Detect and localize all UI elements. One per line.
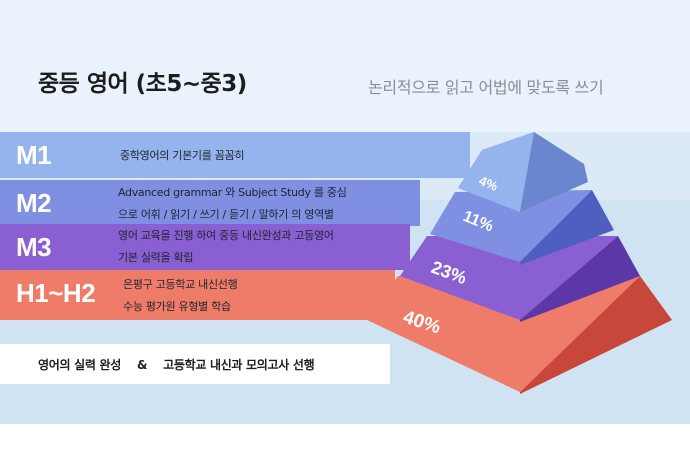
summary-text: 영어의 실력 완성 & 고등학교 내신과 모의고사 선행 — [38, 356, 315, 373]
header-background — [0, 0, 690, 132]
level-code: M2 — [16, 188, 52, 218]
pyramid-tier-11-right — [520, 190, 614, 265]
level-description-line: Advanced grammar 와 Subject Study 를 중심 — [118, 186, 347, 199]
level-description: 은평구 고등학교 내신선행 수능 평가원 유형별 학습 — [123, 274, 238, 318]
level-description-line: 수능 평가원 유형별 학습 — [123, 300, 231, 313]
pyramid-label-4: 4% — [477, 173, 500, 194]
page-subtitle: 논리적으로 읽고 어법에 맞도록 쓰기 — [368, 78, 604, 97]
pyramid-tier-4-right — [520, 132, 588, 212]
summary-ampersand: & — [136, 358, 148, 372]
level-description: Advanced grammar 와 Subject Study 를 중심 으로… — [118, 182, 347, 226]
level-description: 영어 교육을 진행 하여 중등 내신완성과 고등영어 기본 실력을 확립 — [118, 225, 334, 269]
level-band-m1: M1 중학영어의 기본기를 꼼꼼히 — [0, 132, 470, 178]
level-code: H1~H2 — [16, 278, 96, 308]
level-description: 중학영어의 기본기를 꼼꼼히 — [120, 145, 245, 167]
summary-left: 영어의 실력 완성 — [38, 358, 121, 372]
level-code: M3 — [16, 232, 52, 262]
level-description-line: 영어 교육을 진행 하여 중등 내신완성과 고등영어 — [118, 229, 334, 242]
pyramid-tier-11-left — [430, 190, 592, 262]
level-description-line: 은평구 고등학교 내신선행 — [123, 278, 238, 291]
level-description-line: 으로 어휘 / 읽기 / 쓰기 / 듣기 / 말하기 의 영역별 — [118, 208, 334, 221]
level-description-line: 중학영어의 기본기를 꼼꼼히 — [120, 149, 245, 162]
pyramid-tier-4-left — [458, 132, 534, 212]
level-band-m3: M3 영어 교육을 진행 하여 중등 내신완성과 고등영어 기본 실력을 확립 — [0, 224, 410, 270]
summary-box: 영어의 실력 완성 & 고등학교 내신과 모의고사 선행 — [0, 344, 390, 384]
pyramid-tier-40-right — [520, 276, 672, 394]
page-title: 중등 영어 (초5~중3) — [38, 71, 247, 97]
level-description-line: 기본 실력을 확립 — [118, 251, 194, 264]
level-band-h1-h2: H1~H2 은평구 고등학교 내신선행 수능 평가원 유형별 학습 — [0, 270, 395, 320]
pyramid-tier-40-left — [367, 276, 640, 392]
pyramid-tier-23-left — [400, 236, 618, 320]
level-code: M1 — [16, 140, 52, 170]
level-band-m2: M2 Advanced grammar 와 Subject Study 를 중심… — [0, 180, 420, 226]
summary-right: 고등학교 내신과 모의고사 선행 — [163, 358, 315, 372]
footer-background — [0, 424, 690, 460]
pyramid-tier-23-right — [520, 236, 640, 322]
